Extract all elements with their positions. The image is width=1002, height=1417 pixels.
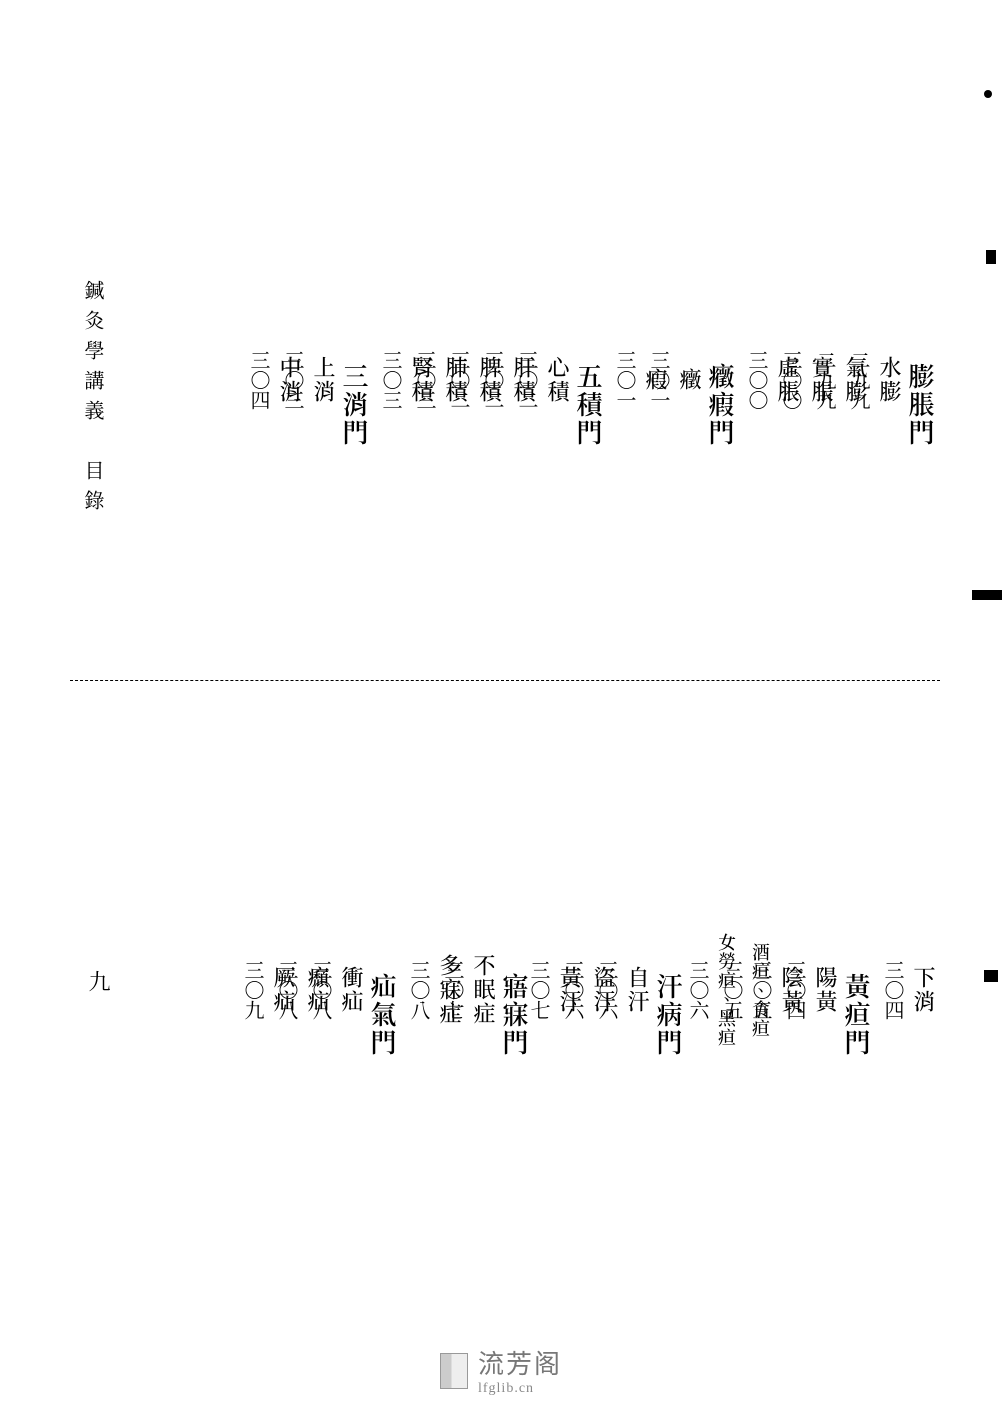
section-heading: 汗病門 xyxy=(654,700,688,1280)
toc-entry: 水膨二九九 xyxy=(872,100,906,660)
toc-entry-page: 三〇四 xyxy=(880,960,909,1020)
section-heading: 膨脹門 xyxy=(906,100,940,660)
scan-noise xyxy=(984,90,992,98)
toc-entry: 衝疝三〇八 xyxy=(334,700,368,1280)
toc-entry-page: 三〇八 xyxy=(308,960,337,1020)
toc-entry: 自汗三〇六 xyxy=(620,700,654,1280)
toc-entry: 不眠症三〇七 xyxy=(466,700,500,1280)
toc-entry-page: 三〇五 xyxy=(719,960,748,1020)
toc-entry: 陽黃三〇四 xyxy=(808,700,842,1280)
scan-noise xyxy=(986,250,996,264)
section-title: 膨脹門 xyxy=(903,363,940,447)
section-heading: 五積門 xyxy=(574,100,608,660)
toc-entry-page: 三〇一 xyxy=(646,350,675,410)
toc-row-top: 膨脹門水膨二九九氣膨二九九實脹三〇〇虛脹三〇〇癥瘕門癥三〇一瘕三〇一五積門心積三… xyxy=(70,100,940,660)
toc-entry-page: 三〇九 xyxy=(240,960,269,1020)
section-title: 汗病門 xyxy=(651,973,688,1057)
watermark-url: lfglib.cn xyxy=(478,1381,534,1397)
toc-entry-label: 水膨 xyxy=(875,356,906,404)
section-heading: 癥瘕門 xyxy=(706,100,740,660)
toc-entry-page: 三〇五 xyxy=(748,960,777,1020)
section-heading: 疝氣門 xyxy=(368,700,402,1280)
toc-entry-label: 心積 xyxy=(543,356,574,404)
toc-entry-label: 衝疝 xyxy=(337,966,368,1014)
toc-entry-page: 三〇八 xyxy=(274,960,303,1020)
toc-entry-page: 三〇三 xyxy=(412,350,441,410)
scan-noise xyxy=(984,970,998,982)
section-title: 三消門 xyxy=(337,363,374,447)
toc-entry-label: 癥 xyxy=(675,368,706,392)
toc-entry-page: 三〇六 xyxy=(594,960,623,1020)
spine-title: 鍼灸學講義 目錄 xyxy=(80,280,109,520)
toc-entry-page: 三〇〇 xyxy=(778,350,807,410)
toc-entry-label: 上消 xyxy=(309,356,340,404)
section-title: 五積門 xyxy=(571,363,608,447)
toc-entry-label: 陽黃 xyxy=(811,966,842,1014)
toc-entry: 癥三〇一 xyxy=(672,100,706,660)
toc-entry-page: 三〇七 xyxy=(526,960,555,1020)
toc-entry: 上消三〇三 xyxy=(306,100,340,660)
watermark-name: 流芳阁 xyxy=(478,1344,562,1381)
section-title: 疝氣門 xyxy=(365,973,402,1057)
toc-entry-page: 三〇八 xyxy=(406,960,435,1020)
toc-entry-page: 三〇一 xyxy=(612,350,641,410)
section-title: 黃疸門 xyxy=(839,973,876,1057)
toc-entry-page: 三〇三 xyxy=(378,350,407,410)
toc-entry-page: 二九九 xyxy=(812,350,841,410)
spine-page-number: 九 xyxy=(84,970,115,994)
toc-entry-page: 三〇〇 xyxy=(744,350,773,410)
toc-entry-page: 三〇二 xyxy=(480,350,509,410)
scan-noise xyxy=(972,590,1002,600)
watermark-logo-icon xyxy=(440,1353,468,1389)
toc-entry-page: 三〇二 xyxy=(514,350,543,410)
toc-entry: 下消三〇四 xyxy=(906,700,940,1280)
row-divider xyxy=(70,680,940,681)
toc-entry-page: 三〇七 xyxy=(440,960,469,1020)
section-heading: 三消門 xyxy=(340,100,374,660)
watermark: 流芳阁 lfglib.cn xyxy=(0,1344,1002,1397)
toc-entry-page: 三〇三 xyxy=(280,350,309,410)
toc-entry-label: 不眠症 xyxy=(469,954,500,1026)
section-title: 癥瘕門 xyxy=(703,363,740,447)
toc-entry-page: 三〇六 xyxy=(685,960,714,1020)
toc-entry-page: 二九九 xyxy=(846,350,875,410)
section-heading: 黃疸門 xyxy=(842,700,876,1280)
toc-row-bottom: 下消三〇四黃疸門陽黃三〇四陰黃三〇五酒疸、食疸三〇五女勞疸、黑疸三〇六汗病門自汗… xyxy=(70,700,940,1280)
toc-entry: 心積三〇二 xyxy=(540,100,574,660)
toc-entry-page: 三〇四 xyxy=(246,350,275,410)
toc-entry-label: 下消 xyxy=(909,966,940,1014)
toc-entry-page: 三〇二 xyxy=(446,350,475,410)
toc-entry-page: 三〇六 xyxy=(560,960,589,1020)
toc-entry-page: 三〇四 xyxy=(782,960,811,1020)
toc-entry-label: 自汗 xyxy=(623,966,654,1014)
